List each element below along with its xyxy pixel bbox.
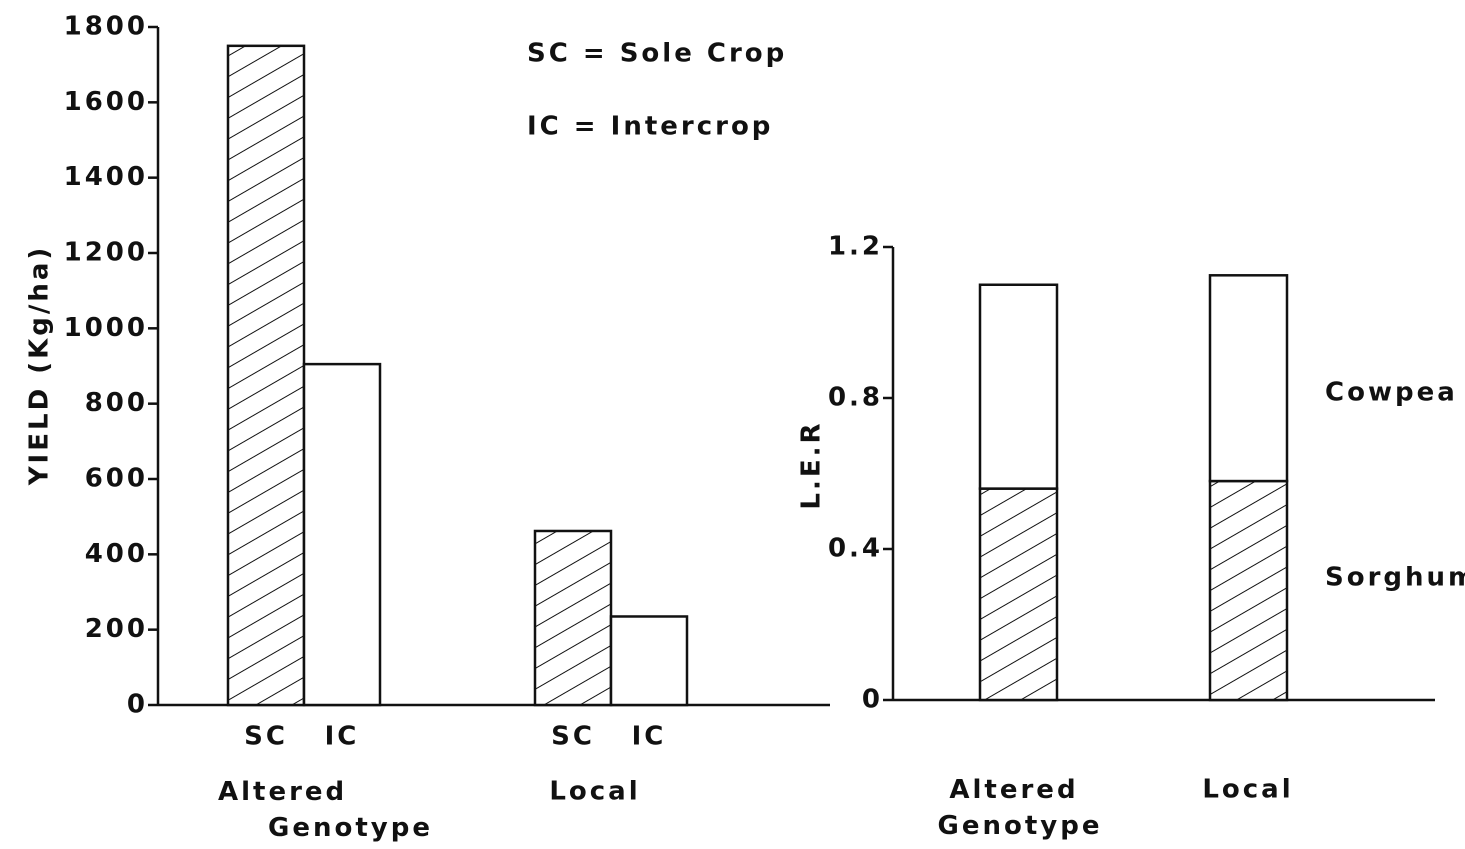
y-tick-label: 0.4 (828, 534, 883, 564)
category-label: Local (549, 777, 640, 807)
sub-category-label: IC (632, 722, 667, 752)
y-tick-label: 1.2 (828, 232, 883, 262)
bar (533, 529, 613, 707)
y-tick-label: 1800 (64, 12, 148, 42)
bar (609, 615, 689, 707)
y-tick-label: 600 (85, 464, 148, 494)
y-tick-label: 1400 (64, 162, 148, 192)
bar-segment (978, 283, 1059, 490)
bar (302, 362, 382, 707)
y-tick-label: 0 (127, 690, 148, 720)
y-tick-label: 0.8 (828, 383, 883, 413)
category-label: Altered Genotype (938, 775, 1103, 841)
sub-category-label: SC (244, 722, 288, 752)
bar-segment (1208, 274, 1289, 483)
sub-category-label: SC (551, 722, 595, 752)
series-label: Sorghum (1325, 563, 1465, 593)
category-label: Altered Genotype (218, 777, 433, 843)
y-tick-label: 0 (862, 685, 883, 715)
annotation: SC = Sole Crop (527, 39, 787, 69)
y-axis-label: YIELD (Kg/ha) (25, 245, 55, 487)
y-tick-label: 1200 (64, 238, 148, 268)
category-label: Local (1202, 775, 1293, 805)
y-tick-label: 1600 (64, 87, 148, 117)
y-tick-label: 200 (85, 614, 148, 644)
sub-category-label: IC (325, 722, 360, 752)
y-axis-label: L.E.R (797, 420, 827, 509)
y-tick-label: 800 (85, 388, 148, 418)
bar-segment (1208, 479, 1289, 702)
annotation: IC = Intercrop (527, 112, 773, 142)
series-label: Cowpea (1325, 378, 1458, 408)
y-tick-label: 400 (85, 539, 148, 569)
y-tick-label: 1000 (64, 313, 148, 343)
bar (226, 44, 306, 707)
bar-segment (978, 487, 1059, 702)
